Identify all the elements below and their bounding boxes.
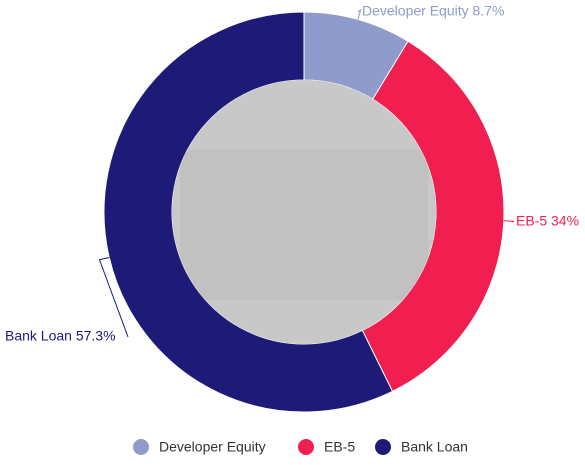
legend-marker xyxy=(375,439,391,455)
data-label: EB-5 34% xyxy=(516,213,579,229)
leader-line xyxy=(503,220,514,223)
leader-line xyxy=(357,8,362,20)
legend-marker xyxy=(133,439,149,455)
legend-label: Developer Equity xyxy=(159,439,266,455)
center-image-detail xyxy=(180,150,428,300)
data-label: Developer Equity 8.7% xyxy=(362,3,504,19)
legend-label: EB-5 xyxy=(324,439,355,455)
data-label: Bank Loan 57.3% xyxy=(5,328,116,344)
legend-marker xyxy=(298,439,314,455)
legend-label: Bank Loan xyxy=(401,439,468,455)
leader-line xyxy=(98,256,129,338)
